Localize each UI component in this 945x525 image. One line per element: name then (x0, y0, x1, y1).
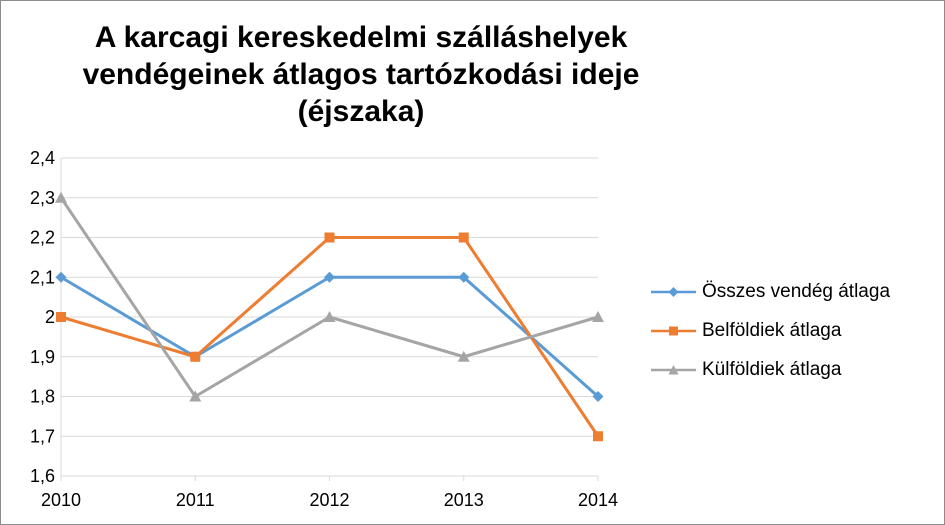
legend-item-kulfoldi: Külföldiek átlaga (651, 357, 890, 382)
x-tick-label: 2010 (41, 490, 81, 510)
series-line (60, 236, 600, 438)
legend-label-belfoldi: Belföldiek átlaga (702, 319, 842, 341)
data-point-diamond (55, 271, 67, 283)
y-tick-label: 2,2 (30, 228, 55, 248)
y-tick-label: 1,6 (30, 466, 55, 486)
data-point-square (458, 232, 469, 243)
y-tick-label: 1,8 (30, 387, 55, 407)
legend: Összes vendég átlaga Belföldiek átlaga K… (651, 279, 890, 396)
legend-label-kulfoldi: Külföldiek átlaga (702, 358, 842, 380)
chart-title-line-2: vendégeinek átlagos tartózkodási ideje (82, 58, 640, 91)
data-point-square (190, 351, 201, 362)
legend-marker-diamond-icon (651, 286, 696, 297)
series-3 (55, 191, 604, 402)
y-tick-label: 1,7 (30, 426, 55, 446)
series-line (59, 196, 599, 398)
data-point-triangle (457, 350, 470, 362)
data-point-diamond (592, 391, 604, 402)
data-point-triangle (189, 390, 202, 402)
y-tick-label: 2 (45, 307, 55, 327)
legend-label-osszes: Összes vendég átlaga (702, 280, 891, 302)
data-point-triangle (323, 311, 336, 322)
data-point-triangle (592, 311, 604, 322)
y-tick-label: 2,1 (30, 267, 55, 287)
series-line (60, 275, 599, 398)
series-1 (55, 271, 604, 402)
x-tick-label: 2014 (578, 490, 618, 510)
x-tick-label: 2013 (444, 490, 484, 510)
y-tick-label: 2,4 (30, 148, 55, 168)
x-tick-label: 2012 (309, 490, 349, 510)
data-point-triangle (55, 191, 67, 203)
data-point-square (593, 431, 603, 442)
x-tick-label: 2011 (176, 490, 215, 510)
data-point-diamond (324, 271, 335, 283)
data-point-square (56, 312, 66, 322)
chart-title-line-1: A karcagi kereskedelmi szálláshelyek (94, 21, 628, 54)
legend-marker-triangle-icon (651, 364, 696, 374)
series-2 (56, 232, 603, 442)
y-tick-label: 2,3 (30, 188, 55, 208)
legend-item-osszes: Összes vendég átlaga (651, 279, 890, 304)
data-point-diamond (458, 271, 470, 283)
chart-title: A karcagi kereskedelmi szálláshelyek ven… (1, 19, 721, 130)
legend-item-belfoldi: Belföldiek átlaga (651, 318, 890, 343)
chart-title-line-3: (éjszaka) (297, 95, 425, 128)
legend-marker-square-icon (651, 326, 696, 335)
data-point-square (324, 232, 335, 243)
y-tick-label: 1,9 (30, 347, 55, 367)
